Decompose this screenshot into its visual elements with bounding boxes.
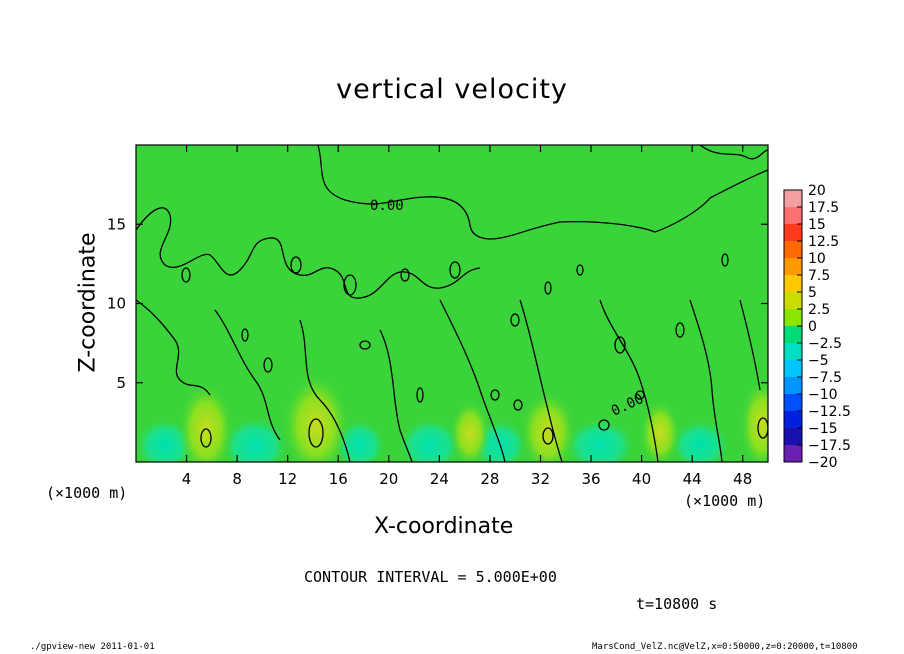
colorbar-swatch	[784, 292, 802, 310]
colorbar-label: 20	[808, 183, 826, 199]
x-tick-label: 4	[182, 470, 192, 488]
x-tick-label: 28	[480, 470, 499, 488]
colorbar-label: −7.5	[808, 370, 842, 386]
colorbar-label: 7.5	[808, 268, 830, 284]
field-shading	[136, 368, 768, 462]
x-axis-label: X-coordinate	[374, 514, 514, 539]
x-tick-label: 12	[278, 470, 297, 488]
colorbar-swatch	[784, 394, 802, 412]
colorbar-label: −15	[808, 421, 838, 437]
footer-left: ./gpview-new 2011-01-01	[30, 642, 155, 652]
x-tick-label: 16	[329, 470, 348, 488]
colorbar-label: 5	[808, 285, 817, 301]
colorbar-swatch	[784, 411, 802, 429]
x-tick-label: 20	[379, 470, 398, 488]
colorbar-swatch	[784, 360, 802, 378]
colorbar-label: −12.5	[808, 404, 851, 420]
x-tick-label: 48	[733, 470, 752, 488]
colorbar-label: 2.5	[808, 302, 830, 318]
y-axis: 5 10 15	[107, 215, 768, 392]
colorbar-label: 0	[808, 319, 817, 335]
colorbar-label: −20	[808, 455, 838, 471]
chart-title: vertical velocity	[336, 74, 568, 105]
colorbar-swatch	[784, 241, 802, 259]
colorbar-swatch	[784, 343, 802, 361]
colorbar-label: −5	[808, 353, 829, 369]
x-tick-label: 40	[632, 470, 651, 488]
downdraft-shade-3	[398, 412, 462, 462]
y-tick-label: 5	[116, 374, 126, 392]
x-tick-label: 44	[683, 470, 702, 488]
x-tick-label: 24	[430, 470, 449, 488]
contour-lines	[136, 145, 768, 462]
updraft-shade-2	[520, 386, 576, 462]
x-tick-label: 8	[232, 470, 242, 488]
time-label: t=10800 s	[636, 595, 718, 613]
colorbar-label: −17.5	[808, 438, 851, 454]
y-axis-unit: (×1000 m)	[46, 484, 128, 502]
colorbar-label: 15	[808, 217, 826, 233]
colorbar-label: 12.5	[808, 234, 839, 250]
colorbar-swatch	[784, 309, 802, 327]
updraft-shade-4	[450, 396, 490, 462]
colorbar-label: −2.5	[808, 336, 842, 352]
colorbar-swatch	[784, 428, 802, 446]
updraft-shade-5	[640, 396, 680, 462]
colorbar-label: −10	[808, 387, 838, 403]
y-tick-label: 10	[107, 295, 126, 313]
updraft-shade-1	[282, 368, 350, 462]
colorbar-swatch	[784, 326, 802, 344]
updraft-shade-3	[740, 374, 768, 462]
colorbar: 2017.51512.5107.552.50−2.5−5−7.5−10−12.5…	[783, 183, 851, 471]
colorbar-swatch	[784, 377, 802, 395]
downdraft-shade-6	[670, 414, 730, 462]
colorbar-swatch	[784, 224, 802, 242]
updraft-shade-0	[178, 377, 234, 462]
x-tick-label: 36	[581, 470, 600, 488]
colorbar-swatch	[784, 190, 802, 208]
contour-interval: CONTOUR INTERVAL = 5.000E+00	[304, 568, 557, 586]
colorbar-swatch	[784, 445, 802, 463]
footer-right: MarsCond_VelZ.nc@VelZ,x=0:50000,z=0:2000…	[592, 642, 858, 652]
colorbar-swatch	[784, 275, 802, 293]
downdraft-shade-1	[221, 410, 289, 462]
x-axis: 4 8 12 16 20 24 28 32 36 40 44 48	[182, 145, 752, 488]
colorbar-swatch	[784, 207, 802, 225]
x-tick-label: 32	[531, 470, 550, 488]
y-axis-label: Z-coordinate	[75, 232, 101, 373]
downdraft-shade-5	[564, 412, 636, 462]
colorbar-label: 17.5	[808, 200, 839, 216]
contour-label-1: 0.00	[370, 198, 404, 214]
y-tick-label: 15	[107, 215, 126, 233]
colorbar-swatch	[784, 258, 802, 276]
colorbar-label: 10	[808, 251, 826, 267]
x-axis-unit: (×1000 m)	[684, 492, 766, 510]
